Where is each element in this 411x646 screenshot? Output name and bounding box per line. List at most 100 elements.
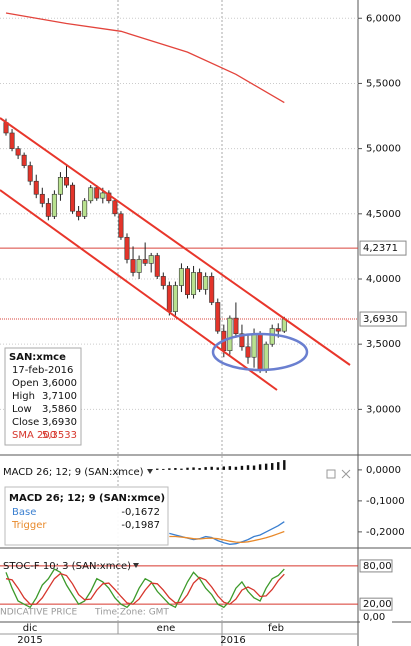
candle-body <box>233 317 239 335</box>
highlight-ellipse <box>211 332 309 372</box>
y-tick-label: -0,1000 <box>366 496 405 507</box>
price-label: 3,6930 <box>363 314 398 325</box>
panel-controls[interactable] <box>326 469 351 479</box>
candle-body <box>239 333 245 348</box>
candle-body <box>70 184 76 212</box>
histogram-bar <box>283 460 286 470</box>
candle-body <box>57 177 63 195</box>
info-label: High <box>12 391 35 402</box>
legend-label: Base <box>12 507 36 518</box>
candle-body <box>15 148 21 156</box>
histogram-bar <box>222 466 225 470</box>
y-tick-label: 0,00 <box>363 612 385 623</box>
info-date: 17-feb-2016 <box>12 365 73 376</box>
candle-body <box>209 276 215 303</box>
price-label-box <box>359 311 407 327</box>
histogram-bar <box>234 466 238 470</box>
macd-line <box>169 530 285 544</box>
candle-body <box>227 317 233 352</box>
y-tick-label: 80,00 <box>363 561 392 572</box>
x-tick-label: dic <box>23 623 38 634</box>
candle-body <box>33 180 39 195</box>
candle-body <box>124 236 130 260</box>
info-value: 3,6930 <box>42 417 77 428</box>
candle-body <box>9 132 15 149</box>
plot-layer: 6,0000 5,5000 5,0000 4,5000 4,0000 3,5000 3,00… <box>0 12 407 623</box>
sma-line <box>5 12 285 104</box>
histogram-bar <box>271 463 274 470</box>
stoch-line <box>5 572 285 605</box>
candle-body <box>203 276 209 290</box>
histogram-bar <box>258 464 262 470</box>
info-label: Close <box>12 417 39 428</box>
histogram-bar <box>240 465 244 470</box>
candle-body <box>251 333 257 358</box>
histogram-bar <box>162 468 165 470</box>
x-tick-label: ene <box>157 623 176 634</box>
info-value: 5,3533 <box>42 430 77 441</box>
candle-body <box>142 259 148 264</box>
panel-title: STOC-F 10; 3 (SAN:xmce) <box>3 561 131 572</box>
y-tick-label: 5,0000 <box>366 144 401 155</box>
candle-body <box>76 210 82 217</box>
stoch-line <box>5 568 285 609</box>
histogram-bar <box>192 467 195 470</box>
histogram-bar <box>210 466 213 470</box>
histogram-bar <box>174 468 177 470</box>
y-tick-label: 4,5000 <box>366 209 401 220</box>
price-label-box <box>359 240 407 256</box>
dropdown-icon[interactable] <box>133 563 139 568</box>
y-tick-label: 3,0000 <box>366 404 401 415</box>
tick-label-box <box>359 597 393 611</box>
candle-body <box>197 272 203 290</box>
candle-body <box>45 203 51 217</box>
candle-body <box>130 259 136 273</box>
maximize-button[interactable] <box>326 469 336 479</box>
watermark: Time Zone: GMT <box>94 608 169 618</box>
candle-body <box>191 272 197 295</box>
dropdown-icon[interactable] <box>147 469 153 474</box>
candle-body <box>245 346 251 358</box>
trend-line <box>0 189 278 391</box>
candle-body <box>100 192 106 199</box>
candle-body <box>39 193 45 204</box>
candle-body <box>27 165 33 182</box>
candle-body <box>178 268 184 286</box>
candle-body <box>257 333 263 371</box>
y-tick-label: -0,2000 <box>366 527 405 538</box>
tick-label-box <box>360 610 392 623</box>
candle-body <box>172 285 178 312</box>
candle-body <box>112 200 118 215</box>
info-label: Low <box>12 404 32 415</box>
y-tick-label: 20,00 <box>363 599 392 610</box>
info-label: Open <box>12 378 39 389</box>
candle-body <box>185 268 191 295</box>
candle-body <box>154 255 160 277</box>
candle-body <box>51 193 57 217</box>
candle-body <box>160 276 166 286</box>
candle-body <box>148 255 154 264</box>
watermark: NDICATIVE PRICE <box>0 608 78 618</box>
y-tick-label: 4,0000 <box>366 274 401 285</box>
histogram-bar <box>216 467 219 470</box>
histogram-bar <box>204 467 207 470</box>
candle-body <box>275 328 281 332</box>
candle-body <box>215 302 221 332</box>
tick-label-box <box>359 559 393 573</box>
histogram-bar <box>186 467 189 470</box>
legend-value: -0,1672 <box>121 507 160 518</box>
y-tick-label: 6,0000 <box>366 13 401 24</box>
info-value: 3,6000 <box>42 378 77 389</box>
candle-body <box>94 187 100 199</box>
histogram-bar <box>168 468 171 470</box>
trend-line <box>0 117 351 366</box>
histogram-bar <box>180 468 183 470</box>
legend-box <box>4 486 169 546</box>
close-button[interactable] <box>341 469 351 479</box>
histogram-bar <box>246 465 250 470</box>
y-tick-label: 3,5000 <box>366 339 401 350</box>
